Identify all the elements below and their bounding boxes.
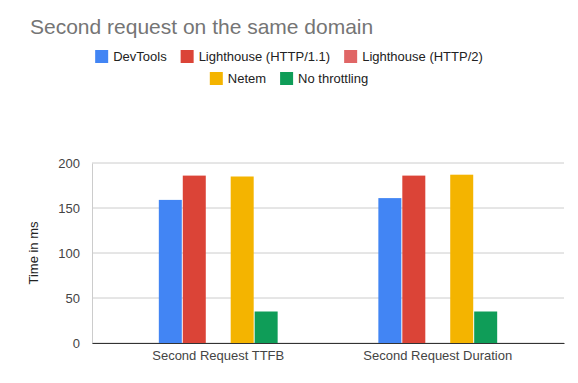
legend-item: No throttling [280,71,368,86]
title: Second request on the same domain [30,15,373,38]
legend-swatch [95,50,108,63]
legend-swatch [344,50,357,63]
y-tick: 100 [58,246,92,261]
legend-row: DevTools Lighthouse (HTTP/1.1) Lighthouse … [95,49,483,64]
legend-label: Netem [228,71,266,86]
legend-label: Lighthouse (HTTP/2) [362,49,483,64]
legend-swatch [280,72,293,85]
bar [231,177,254,344]
y-tick-label: 150 [58,201,80,216]
bar-series [255,312,498,344]
y-tick: 50 [66,291,92,306]
legend-item: DevTools [95,49,167,64]
x-tick-label: Second Request TTFB [152,348,284,363]
grid-line [92,163,564,164]
y-tick-label: 200 [58,156,80,171]
y-axis: 0 50 100 150 200 [58,156,92,351]
y-tick: 0 [73,336,92,351]
legend-label: Lighthouse (HTTP/1.1) [199,49,331,64]
y-tick-label: 0 [73,336,80,351]
x-tick: Second Request Duration [363,343,512,363]
legend-row: Netem No throttling [210,71,368,86]
bars [159,175,497,343]
bar [402,176,425,343]
legend-label: DevTools [113,49,167,64]
legend-label: No throttling [298,71,368,86]
chart: Second request on the same domain DevTool… [0,0,578,383]
x-axis-line [93,343,565,344]
y-axis-title: Time in ms [26,221,41,285]
grid [92,163,564,343]
y-tick-label: 100 [58,246,80,261]
bar-series [183,176,426,343]
y-tick-label: 50 [66,291,80,306]
legend-swatch [181,50,194,63]
bar [159,200,182,343]
x-tick: Second Request TTFB [152,343,284,363]
legend-item: Netem [210,71,266,86]
legend-swatch [210,72,223,85]
y-tick: 150 [58,201,92,216]
y-tick: 200 [58,156,92,171]
bar [450,175,473,343]
legend: DevTools Lighthouse (HTTP/1.1) Lighthouse … [95,49,483,86]
bar-series [231,175,474,343]
bar [474,312,497,344]
y-axis-line [92,164,93,344]
bar [255,312,278,344]
legend-item: Lighthouse (HTTP/1.1) [181,49,331,64]
x-tick-label: Second Request Duration [363,348,512,363]
bar [183,176,206,343]
legend-item: Lighthouse (HTTP/2) [344,49,483,64]
background [0,0,578,383]
x-axis: Second Request TTFB Second Request Durati… [93,343,565,363]
bar [378,198,401,343]
plot: 050100150200Second Request TTFBSecond Re… [58,156,564,364]
